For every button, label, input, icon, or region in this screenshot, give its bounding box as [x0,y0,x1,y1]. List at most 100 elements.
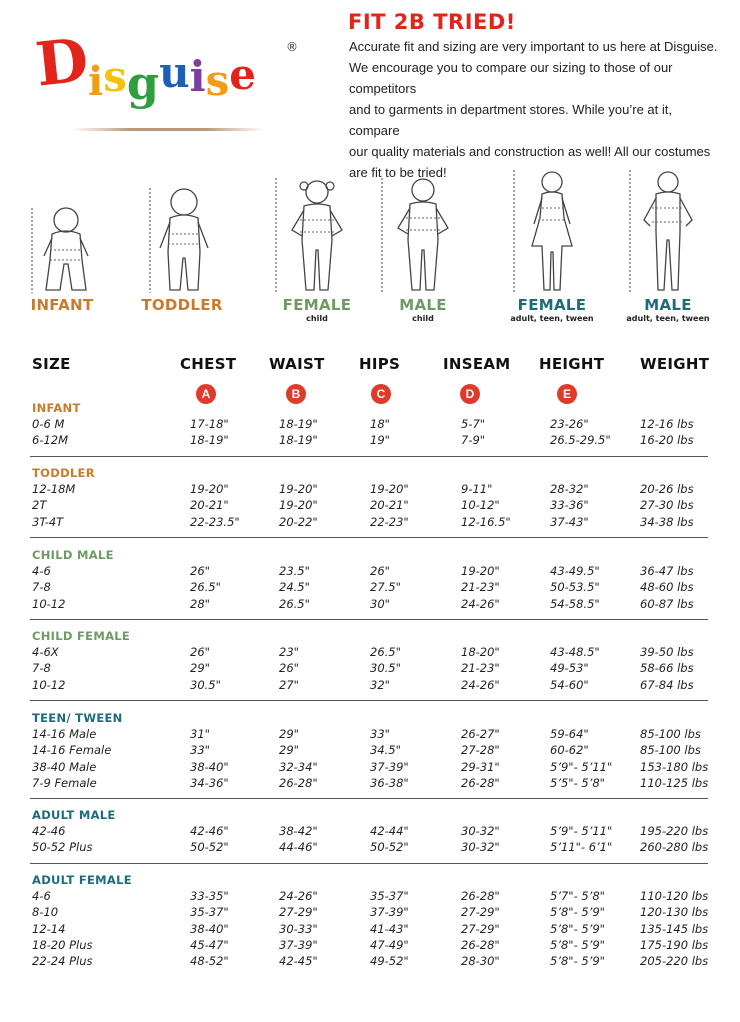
marker-c: C [371,384,391,404]
cell-height: 5’8"- 5’9" [550,937,605,952]
cell-chest: 28" [190,596,210,611]
table-row: 12-14 38-40" 30-33" 41-43" 27-29" 5’8"- 5’9" 1… [0,922,740,938]
cell-hips: 26" [370,564,390,578]
cell-waist: 18-19" [279,417,318,431]
disguise-logo: Disguise ® [32,22,316,110]
header-waist: WAIST [269,355,325,373]
intro-line: We encourage you to compare our sizing t… [349,60,673,96]
logo-letter: e [229,50,256,99]
table-row: 10-12 28" 26.5" 30" 24-26" 54-58.5" 60-87 lbs [0,597,740,613]
cell-waist: 32-34" [279,759,318,774]
cell-chest: 35-37" [190,905,229,920]
cell-size: 22-24 Plus [32,954,93,969]
cell-height: 5’5"- 5’8" [550,775,605,790]
cell-size: 12-18M [32,482,76,496]
cell-inseam: 18-20" [461,645,500,659]
cell-chest: 48-52" [190,954,229,969]
cell-size: 12-14 [32,921,66,936]
cell-chest: 18-19" [190,433,229,448]
cell-hips: 49-52" [370,954,409,969]
logo-letter: i [189,52,206,101]
cell-inseam: 30-32" [461,824,500,838]
cell-waist: 24-26" [279,889,318,903]
header-size: SIZE [32,355,71,373]
cell-size: 4-6 [32,564,51,578]
cell-weight: 85-100 lbs [640,743,701,758]
cell-height: 26.5-29.5" [550,433,611,448]
figure-female-child: FEMALE child [262,168,372,323]
cell-waist: 24.5" [279,580,310,595]
cell-size: 0-6 M [32,417,65,431]
figure-label: TODDLER [141,296,223,314]
section-divider [30,618,708,620]
cell-hips: 32" [370,677,390,692]
cell-size: 8-10 [32,905,59,920]
cell-inseam: 27-28" [461,743,500,758]
cell-inseam: 27-29" [461,921,500,936]
male-child-body-icon [381,178,449,293]
cell-inseam: 26-27" [461,727,500,741]
header-weight: WEIGHT [640,355,710,373]
cell-chest: 38-40" [190,921,229,936]
cell-weight: 27-30 lbs [640,498,694,513]
marker-d: D [460,384,480,404]
cell-hips: 37-39" [370,905,409,920]
intro-title: FIT 2B TRIED! [348,10,516,34]
figure-label: MALE [644,296,692,314]
cell-inseam: 26-28" [461,937,500,952]
cell-weight: 12-16 lbs [640,417,694,431]
table-row: 3T-4T 22-23.5" 20-22" 22-23" 12-16.5" 37-43" 3… [0,515,740,531]
cell-hips: 27.5" [370,580,401,595]
cell-height: 49-53" [550,661,589,676]
cell-chest: 17-18" [190,417,229,431]
cell-size: 10-12 [32,677,66,692]
cell-inseam: 27-29" [461,905,500,920]
cell-weight: 195-220 lbs [640,824,709,838]
cell-inseam: 5-7" [461,417,486,431]
cell-hips: 35-37" [370,889,409,903]
section-divider [30,537,708,539]
cell-hips: 33" [370,727,390,741]
section-title: TEEN/ TWEEN [32,711,123,725]
logo-letter: u [159,48,190,97]
header-height: HEIGHT [539,355,605,373]
cell-weight: 85-100 lbs [640,727,701,741]
cell-waist: 23" [279,645,299,659]
cell-inseam: 21-23" [461,580,500,595]
cell-hips: 42-44" [370,824,409,838]
cell-hips: 19-20" [370,482,409,496]
cell-weight: 34-38 lbs [640,514,694,529]
cell-height: 5’7"- 5’8" [550,889,605,903]
figure-label: INFANT [30,296,94,314]
intro-line: Accurate fit and sizing are very importa… [349,39,718,54]
cell-inseam: 26-28" [461,889,500,903]
cell-size: 6-12M [32,433,69,448]
section-title: INFANT [32,401,81,415]
cell-weight: 58-66 lbs [640,661,694,676]
table-row: 7-8 26.5" 24.5" 27.5" 21-23" 50-53.5" 48-60 lb… [0,580,740,596]
cell-size: 3T-4T [32,514,64,529]
cell-hips: 18" [370,417,390,431]
cell-hips: 30" [370,596,390,611]
table-row: 12-18M 19-20" 19-20" 19-20" 9-11" 28-32" 20-26… [0,482,740,498]
table-row: 14-16 Male 31" 29" 33" 26-27" 59-64" 85-100 lb… [0,727,740,743]
cell-hips: 19" [370,433,390,448]
cell-size: 10-12 [32,596,66,611]
cell-waist: 23.5" [279,564,310,578]
cell-chest: 38-40" [190,759,229,774]
cell-size: 42-46 [32,824,66,838]
table-row: 8-10 35-37" 27-29" 37-39" 27-29" 5’8"- 5’9" 12… [0,905,740,921]
logo-letter: i [88,58,104,105]
cell-waist: 27" [279,677,299,692]
cell-weight: 120-130 lbs [640,905,709,920]
cell-size: 7-8 [32,580,51,595]
cell-weight: 135-145 lbs [640,921,709,936]
cell-inseam: 24-26" [461,677,500,692]
section-title: ADULT MALE [32,808,116,822]
section-divider [30,455,708,457]
header-hips: HIPS [359,355,401,373]
male-adult-body-icon [629,170,693,293]
cell-inseam: 19-20" [461,564,500,578]
cell-waist: 29" [279,727,299,741]
cell-size: 7-8 [32,661,51,676]
